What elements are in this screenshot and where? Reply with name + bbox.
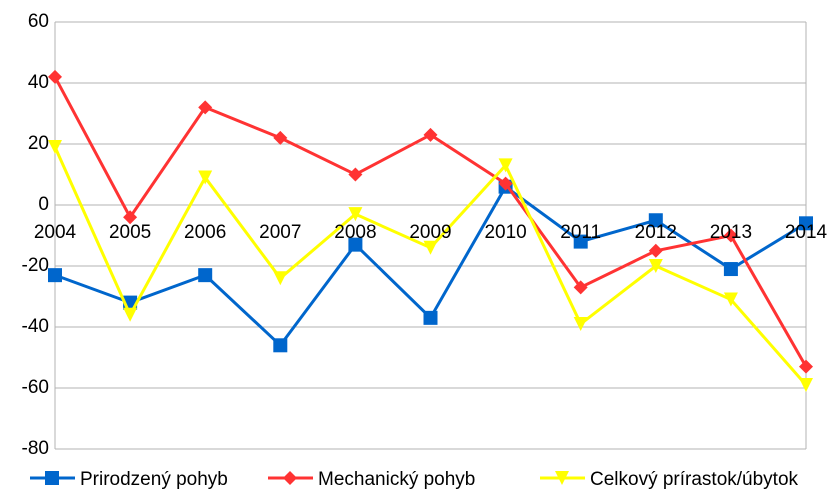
marker (283, 471, 297, 485)
x-tick-label: 2005 (109, 222, 151, 243)
y-tick-label: 20 (28, 133, 49, 154)
legend-label: Mechanický pohyb (318, 469, 475, 490)
legend-label: Prirodzený pohyb (80, 469, 228, 490)
marker (273, 338, 288, 353)
y-tick-label: -80 (22, 438, 49, 459)
marker (555, 471, 569, 485)
x-tick-label: 2011 (560, 222, 601, 243)
marker (348, 237, 363, 252)
y-tick-label: -40 (22, 316, 49, 337)
x-tick-label: 2004 (34, 222, 77, 243)
marker (423, 127, 438, 142)
marker (799, 377, 813, 392)
marker (273, 130, 288, 145)
marker (348, 207, 363, 222)
marker (573, 234, 588, 249)
marker (498, 176, 513, 191)
x-tick-label: 2007 (259, 222, 301, 243)
marker (48, 268, 62, 283)
marker (723, 262, 738, 277)
marker (273, 271, 288, 286)
marker (498, 158, 513, 173)
marker (48, 69, 62, 84)
x-tick-label: 2008 (334, 222, 376, 243)
y-tick-label: -20 (22, 255, 49, 276)
y-tick-label: -60 (22, 377, 49, 398)
marker (799, 216, 813, 231)
x-tick-label: 2013 (710, 222, 752, 243)
marker (348, 167, 363, 182)
marker (198, 268, 213, 283)
marker (123, 307, 138, 322)
x-tick-label: 2014 (785, 222, 828, 243)
y-tick-label: 0 (38, 194, 49, 215)
marker (723, 228, 738, 243)
x-tick-label: 2009 (409, 222, 451, 243)
marker (423, 240, 438, 255)
y-tick-label: 40 (28, 72, 49, 93)
marker (198, 170, 213, 185)
marker (45, 471, 59, 485)
x-tick-label: 2010 (484, 222, 526, 243)
marker (423, 310, 438, 325)
legend-label: Celkový prírastok/úbytok (590, 469, 799, 490)
marker (573, 280, 588, 295)
marker (48, 140, 62, 155)
x-tick-label: 2012 (635, 222, 677, 243)
marker (648, 213, 663, 228)
x-tick-label: 2006 (184, 222, 226, 243)
y-tick-label: 60 (28, 11, 49, 32)
marker (723, 292, 738, 307)
marker (648, 243, 663, 258)
marker (799, 359, 813, 374)
marker (198, 100, 213, 115)
marker (573, 316, 588, 331)
marker (648, 259, 663, 273)
marker (123, 210, 138, 225)
